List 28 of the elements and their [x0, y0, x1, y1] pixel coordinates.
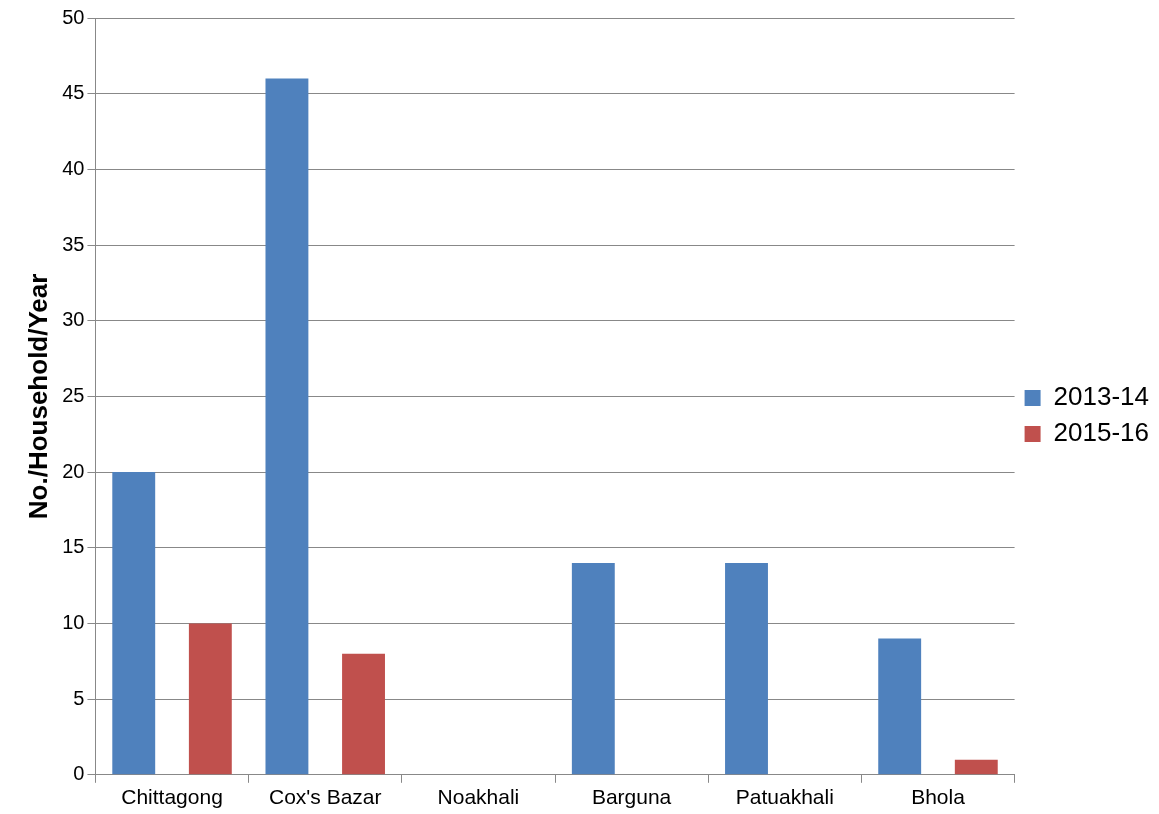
x-tick-label: Bhola	[911, 785, 966, 809]
y-tick-label: 10	[62, 610, 85, 633]
bar	[878, 638, 922, 775]
legend-label: 2013-14	[1053, 381, 1149, 412]
x-tick-label: Patuakhali	[735, 785, 834, 809]
y-tick-label: 45	[62, 81, 85, 104]
x-tick-label: Cox's Bazar	[268, 785, 382, 809]
y-tick-label: 30	[62, 308, 85, 331]
y-tick-label: 5	[73, 686, 85, 709]
x-tick-label: Barguna	[591, 785, 672, 809]
y-tick-label: 0	[73, 762, 85, 785]
bar	[265, 78, 309, 775]
bar	[571, 562, 615, 775]
y-axis-title: No./Household/Year	[22, 273, 53, 520]
bar	[954, 759, 998, 775]
y-tick-label: 35	[62, 232, 85, 255]
y-tick-label: 50	[62, 5, 85, 28]
legend-label: 2015-16	[1053, 417, 1149, 448]
x-tick-label: Chittagong	[121, 785, 223, 809]
bar	[188, 623, 232, 775]
bar	[342, 653, 385, 775]
y-tick-label: 40	[62, 156, 85, 179]
bar	[112, 472, 156, 775]
x-tick-label: Noakhali	[437, 785, 520, 809]
y-tick-label: 20	[62, 459, 85, 482]
bar	[725, 562, 768, 775]
y-tick-label: 25	[62, 383, 85, 406]
y-tick-label: 15	[62, 535, 85, 558]
